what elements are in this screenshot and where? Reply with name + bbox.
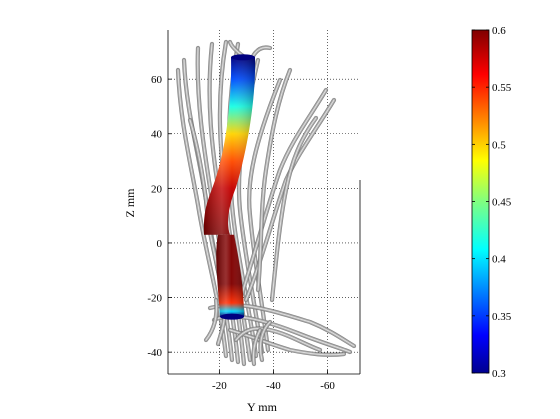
- fiber-strand-highlight: [257, 69, 291, 291]
- fiber-strand-highlight: [248, 79, 281, 351]
- y-tick-label: 60: [151, 74, 163, 86]
- axis-ticks: -20 -40 -60 60 40 20 0 -20 -40: [147, 74, 335, 392]
- y-tick-label: -20: [147, 293, 162, 305]
- tract-tubes: [203, 54, 256, 320]
- colorbar-tick-label: 0.5: [492, 139, 506, 151]
- fiber-strand-highlight: [235, 327, 321, 351]
- lower-tube-shading: [216, 234, 244, 317]
- x-tick-label: -20: [212, 380, 227, 392]
- x-tick-label: -60: [320, 380, 335, 392]
- colorbar-tick-label: 0.4: [492, 254, 506, 266]
- y-tick-label: 40: [151, 129, 163, 141]
- colorbar-tick-label: 0.3: [492, 368, 506, 380]
- y-axis-label: Z mm: [123, 188, 137, 218]
- x-axis-label: Y mm: [247, 400, 278, 414]
- fiber-strand-highlight: [271, 117, 317, 301]
- upper-tube-cap: [231, 54, 255, 61]
- fiber-strand-highlight: [253, 321, 271, 365]
- lower-tube-cap: [220, 313, 244, 320]
- plot-axes: [167, 30, 361, 375]
- colorbar-tick-label: 0.55: [492, 82, 512, 94]
- y-tick-label: 0: [157, 238, 163, 250]
- colorbar-tick-label: 0.45: [492, 197, 512, 209]
- fiber-strand-highlight: [189, 119, 221, 281]
- fiber-strand-highlight: [239, 89, 327, 301]
- x-tick-label: -40: [266, 380, 281, 392]
- fiber-strand-highlight: [229, 329, 345, 356]
- colorbar-tick-label: 0.35: [492, 311, 512, 323]
- y-tick-label: -40: [147, 347, 162, 359]
- y-tick-label: 20: [151, 183, 163, 195]
- upper-tube-shading: [203, 57, 256, 235]
- fiber-strand-highlight: [177, 69, 227, 357]
- colorbar-tick-label: 0.6: [492, 25, 506, 37]
- colorbar: 0.6 0.55 0.5 0.45 0.4 0.35 0.3: [471, 25, 512, 380]
